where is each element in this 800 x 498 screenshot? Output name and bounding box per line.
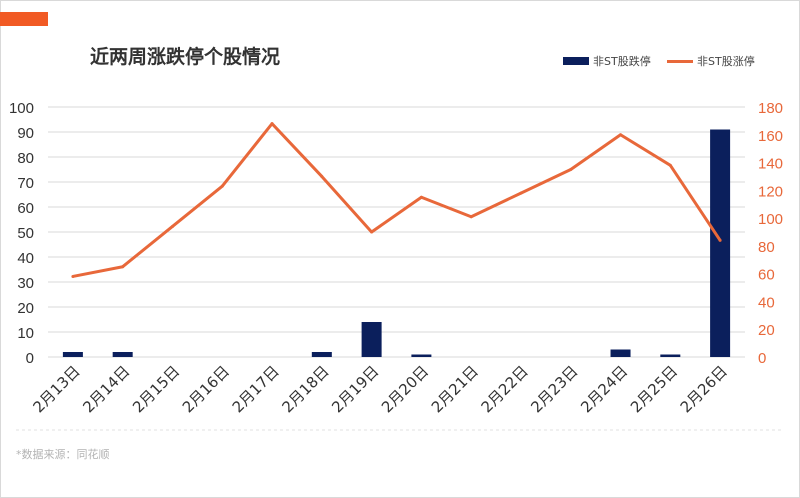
left-axis-tick-label: 90 bbox=[17, 125, 34, 142]
data-source-note: *数据来源：同花顺 bbox=[16, 448, 110, 461]
x-axis-tick-label: 2月24日 bbox=[577, 362, 631, 416]
bar-6 bbox=[311, 352, 332, 357]
right-axis-tick-label: 160 bbox=[758, 128, 783, 145]
line-point-13 bbox=[668, 163, 672, 167]
x-axis-tick-label: 2月23日 bbox=[527, 362, 581, 416]
bar-12 bbox=[610, 349, 631, 357]
x-axis-tick-label: 2月17日 bbox=[229, 362, 283, 416]
right-axis-tick-label: 140 bbox=[758, 156, 783, 173]
right-axis-tick-label: 180 bbox=[758, 100, 783, 117]
right-axis-tick-label: 40 bbox=[758, 294, 775, 311]
right-axis-tick-label: 80 bbox=[758, 239, 775, 256]
x-axis-tick-label: 2月13日 bbox=[30, 362, 84, 416]
legend-swatch-line bbox=[667, 59, 693, 63]
left-axis-tick-label: 10 bbox=[17, 325, 34, 342]
line-point-4 bbox=[220, 184, 224, 188]
bar-7 bbox=[361, 322, 382, 357]
x-axis-tick-label: 2月20日 bbox=[378, 362, 432, 416]
x-axis-tick-label: 2月22日 bbox=[478, 362, 532, 416]
line-point-10 bbox=[519, 191, 523, 195]
left-axis-tick-label: 40 bbox=[17, 250, 34, 267]
accent-bar bbox=[0, 12, 48, 26]
limit-up-line bbox=[72, 122, 722, 278]
legend-item-bar: 非ST股跌停 bbox=[563, 53, 651, 69]
line-point-8 bbox=[419, 195, 423, 199]
x-axis-tick-label: 2月18日 bbox=[278, 362, 332, 416]
x-axis-tick-label: 2月15日 bbox=[129, 362, 183, 416]
legend-item-line: 非ST股涨停 bbox=[667, 53, 755, 69]
x-axis-tick-label: 2月14日 bbox=[79, 362, 133, 416]
left-axis-tick-label: 60 bbox=[17, 200, 34, 217]
right-axis-tick-label: 100 bbox=[758, 211, 783, 228]
legend-label-line: 非ST股涨停 bbox=[697, 55, 755, 68]
line-point-3 bbox=[170, 224, 174, 228]
legend-label-bar: 非ST股跌停 bbox=[593, 55, 651, 68]
line-point-9 bbox=[469, 215, 473, 219]
line-point-11 bbox=[569, 168, 573, 171]
x-axis-tick-label: 2月16日 bbox=[179, 362, 233, 416]
line-point-5 bbox=[270, 122, 274, 126]
left-axis-tick-label: 100 bbox=[9, 100, 34, 117]
right-axis-tick-label: 0 bbox=[758, 350, 766, 367]
bar-1 bbox=[62, 352, 83, 357]
x-axis-tick-label: 2月21日 bbox=[428, 362, 482, 416]
line-point-12 bbox=[619, 133, 623, 137]
right-axis-tick-label: 60 bbox=[758, 267, 775, 284]
bar-2 bbox=[112, 352, 133, 357]
line-point-7 bbox=[370, 230, 374, 234]
left-axis-tick-label: 30 bbox=[17, 275, 34, 292]
right-axis-tick-label: 120 bbox=[758, 183, 783, 200]
x-axis-tick-label: 2月26日 bbox=[677, 362, 731, 416]
line-point-1 bbox=[71, 274, 75, 278]
bar-14 bbox=[710, 129, 731, 357]
left-axis-tick-label: 50 bbox=[17, 225, 34, 242]
x-axis-tick-label: 2月25日 bbox=[627, 362, 681, 416]
right-axis-tick-label: 20 bbox=[758, 322, 775, 339]
line-point-2 bbox=[121, 265, 125, 269]
bar-13 bbox=[660, 354, 681, 357]
legend-swatch-bar bbox=[563, 57, 589, 65]
bar-8 bbox=[411, 354, 432, 357]
left-axis-tick-label: 80 bbox=[17, 150, 34, 167]
x-axis-tick-label: 2月19日 bbox=[328, 362, 382, 416]
line-point-14 bbox=[718, 238, 722, 242]
left-axis-tick-label: 0 bbox=[26, 350, 34, 367]
left-axis-tick-label: 20 bbox=[17, 300, 34, 317]
left-axis-tick-label: 70 bbox=[17, 175, 34, 192]
chart-title: 近两周涨跌停个股情况 bbox=[90, 46, 281, 68]
line-point-6 bbox=[320, 174, 324, 178]
